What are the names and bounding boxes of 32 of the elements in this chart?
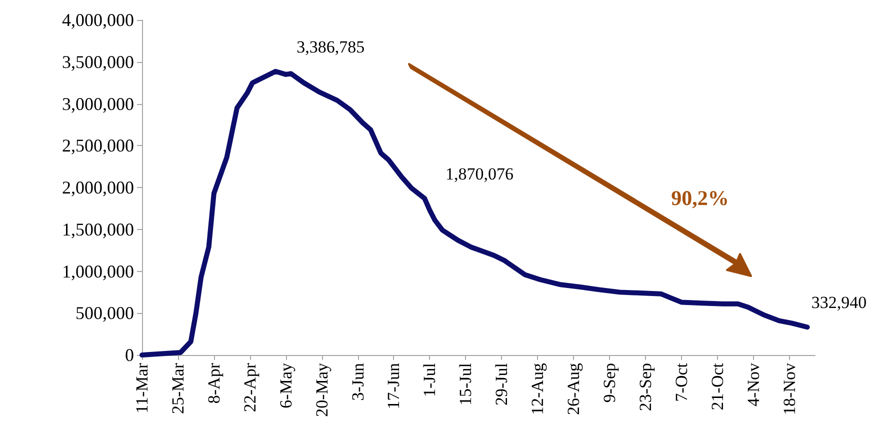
- x-tick-label: 22-Apr: [240, 362, 260, 412]
- x-tick-label: 21-Oct: [708, 362, 727, 410]
- x-tick-label: 3-Jun: [348, 362, 368, 401]
- x-tick-label: 11-Mar: [132, 362, 152, 414]
- y-tick-label: 3,500,000: [62, 52, 134, 72]
- x-tick-label: 15-Jul: [456, 362, 476, 406]
- x-tick-label: 25-Mar: [168, 362, 188, 414]
- y-tick-label: 0: [125, 345, 134, 365]
- x-tick-label: 18-Nov: [780, 362, 799, 415]
- annotation: 3,386,785: [296, 37, 365, 56]
- y-tick-label: 4,000,000: [62, 10, 134, 30]
- x-tick-label: 4-Nov: [744, 362, 763, 406]
- x-tick-label: 8-Apr: [204, 362, 224, 404]
- y-tick-label: 500,000: [76, 303, 134, 324]
- annotation: 90,2%: [671, 186, 729, 210]
- x-tick-label: 23-Sep: [636, 363, 655, 412]
- y-tick-label: 1,000,000: [62, 261, 134, 282]
- x-tick-label: 12-Aug: [528, 362, 548, 415]
- y-tick-label: 2,500,000: [62, 136, 134, 156]
- x-tick-label: 29-Jul: [492, 362, 512, 406]
- x-tick-label: 20-May: [312, 362, 332, 417]
- annotation: 1,870,076: [446, 164, 514, 184]
- x-tick-label: 26-Aug: [564, 362, 584, 415]
- y-tick-label: 1,500,000: [62, 219, 134, 240]
- x-tick-label: 9-Sep: [600, 363, 620, 403]
- annotation: 332,940: [811, 293, 867, 312]
- x-tick-label: 6-May: [276, 362, 296, 408]
- y-tick-label: 3,000,000: [62, 94, 134, 114]
- x-tick-label: 7-Oct: [672, 362, 691, 402]
- x-tick-label: 17-Jun: [384, 362, 404, 410]
- x-tick-label: 1-Jul: [420, 362, 440, 397]
- y-tick-label: 2,000,000: [62, 178, 134, 198]
